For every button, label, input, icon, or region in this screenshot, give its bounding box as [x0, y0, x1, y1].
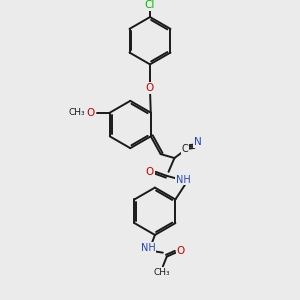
- Text: NH: NH: [141, 243, 155, 253]
- Text: Cl: Cl: [145, 0, 155, 10]
- Text: O: O: [146, 167, 154, 177]
- Text: NH: NH: [176, 175, 191, 185]
- Text: O: O: [146, 83, 154, 93]
- Text: O: O: [176, 246, 185, 256]
- Text: CH₃: CH₃: [154, 268, 170, 277]
- Text: O: O: [86, 108, 94, 118]
- Text: N: N: [194, 137, 202, 147]
- Text: C: C: [182, 144, 189, 154]
- Text: CH₃: CH₃: [69, 108, 85, 117]
